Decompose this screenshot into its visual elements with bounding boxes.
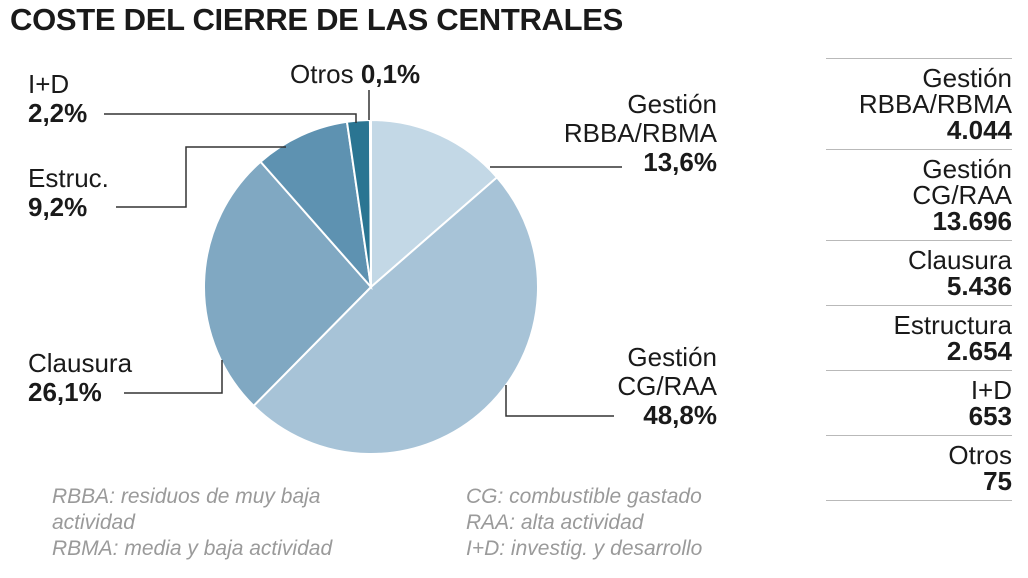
note-line: actividad — [52, 511, 135, 534]
slice-label-clausura: Clausura 26,1% — [28, 349, 132, 407]
pie-slice-rbba-rbma — [370, 118, 499, 290]
pie-slice-otros — [368, 118, 372, 288]
note-line: I+D: investig. y desarrollo — [466, 537, 703, 560]
table-row-value: 4.044 — [946, 115, 1012, 145]
pie-slice-clausura — [203, 160, 373, 408]
table-row: I+D 653 — [826, 370, 1012, 435]
note-line: CG: combustible gastado — [466, 485, 702, 508]
leader-line-id — [104, 113, 357, 123]
note-line: RBBA: residuos de muy baja — [52, 485, 321, 508]
slice-label-otros: Otros 0,1% — [290, 60, 420, 89]
table-row-label: CG/RAA — [912, 180, 1012, 210]
note-line: RAA: alta actividad — [466, 511, 644, 534]
slice-label-estruc: Estruc. 9,2% — [28, 164, 109, 222]
chart-title: COSTE DEL CIERRE DE LAS CENTRALES — [10, 2, 624, 37]
table-row-label: Gestión — [922, 63, 1012, 93]
table-row-label: Gestión — [922, 154, 1012, 184]
table-row: Estructura 2.654 — [826, 305, 1012, 370]
slice-label-cgraa-percent: 48,8% — [643, 400, 717, 430]
leader-line-estruc — [116, 146, 286, 208]
table-row-label: RBBA/RBMA — [858, 89, 1012, 119]
slice-label-id: I+D 2,2% — [28, 70, 87, 128]
notes-right: CG: combustible gastado RAA: alta activi… — [466, 484, 702, 562]
slice-label-rbba-line1: Gestión — [627, 89, 717, 119]
leader-line-cgraa — [505, 385, 614, 417]
slice-label-clausura-name: Clausura — [28, 348, 133, 378]
slice-label-cgraa: Gestión CG/RAA 48,8% — [617, 343, 717, 430]
table-row: Gestión RBBA/RBMA 4.044 — [826, 58, 1012, 149]
table-row: Otros 75 — [826, 435, 1012, 501]
values-table: Gestión RBBA/RBMA 4.044 Gestión CG/RAA 1… — [826, 58, 1012, 501]
table-row-value: 2.654 — [946, 336, 1012, 366]
note-line: RBMA: media y baja actividad — [52, 537, 333, 560]
slice-label-id-percent: 2,2% — [28, 98, 88, 128]
pie-slice-estructura — [259, 120, 373, 291]
slice-label-otros-percent: 0,1% — [360, 59, 421, 89]
table-row-label: I+D — [970, 375, 1012, 405]
slice-label-rbba-percent: 13,6% — [643, 147, 717, 177]
table-row-label: Otros — [948, 440, 1012, 470]
notes-left: RBBA: residuos de muy baja actividad RBM… — [52, 484, 332, 562]
slice-label-clausura-percent: 26,1% — [28, 377, 102, 407]
leader-line-clausura — [124, 360, 223, 394]
slice-label-estruc-percent: 9,2% — [28, 192, 88, 222]
slice-label-rbba: Gestión RBBA/RBMA 13,6% — [564, 90, 717, 177]
table-row-label: Clausura — [907, 245, 1012, 275]
table-row: Clausura 5.436 — [826, 240, 1012, 305]
slice-label-rbba-line2: RBBA/RBMA — [563, 118, 717, 148]
pie-slice-cg-raa — [252, 175, 539, 455]
slice-label-cgraa-line2: CG/RAA — [617, 371, 717, 401]
slice-label-estruc-name: Estruc. — [28, 163, 109, 193]
slice-label-cgraa-line1: Gestión — [627, 342, 717, 372]
table-row: Gestión CG/RAA 13.696 — [826, 149, 1012, 240]
slice-label-id-name: I+D — [28, 69, 70, 99]
table-row-value: 13.696 — [932, 206, 1012, 236]
table-row-label: Estructura — [893, 310, 1013, 340]
table-row-value: 653 — [968, 401, 1012, 431]
slice-label-otros-name: Otros — [290, 59, 354, 89]
table-row-value: 75 — [983, 466, 1012, 496]
table-row-value: 5.436 — [946, 271, 1012, 301]
